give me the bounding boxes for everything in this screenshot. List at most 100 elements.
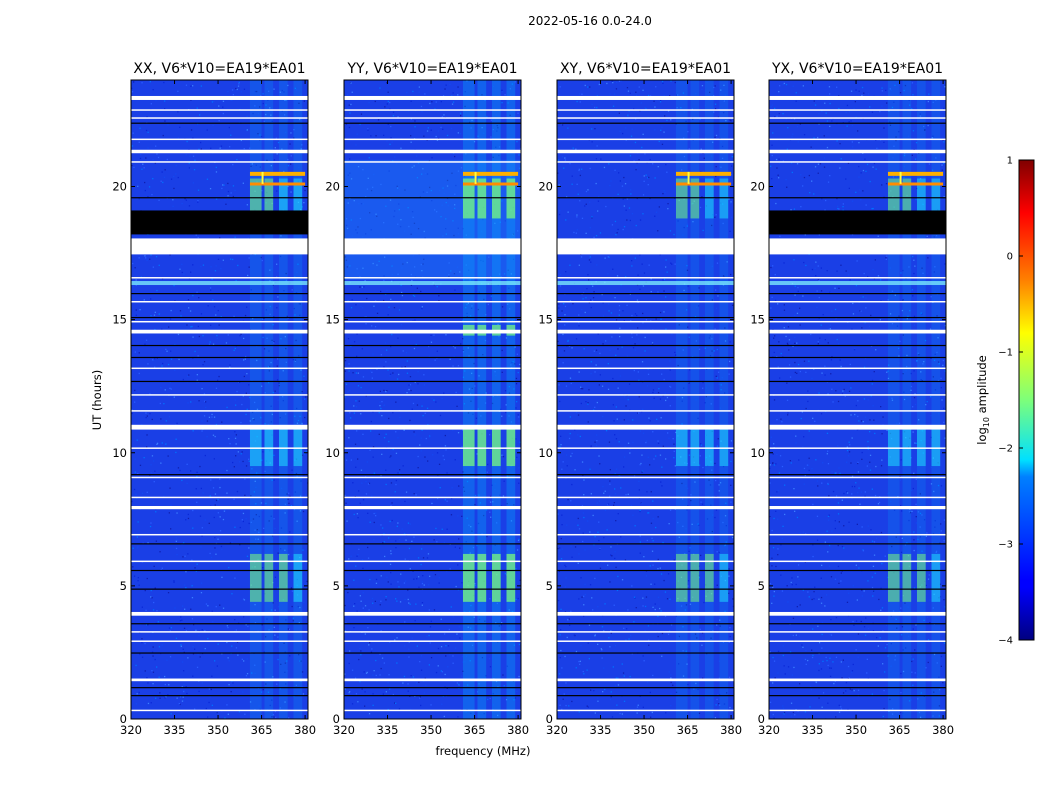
y-tick-label: 0 [120,712,127,726]
x-tick-label: 320 [333,723,355,737]
flagged-gap [769,506,946,510]
flagged-gap [344,678,521,682]
flagged-gap [131,678,308,682]
panel-title: XX, V6*V10=EA19*EA01 [133,61,305,77]
flagged-gap [557,678,734,682]
flagged-gap [344,611,521,616]
flagged-gap [131,424,308,430]
rfi-band [249,80,262,719]
rfi-band [293,80,303,719]
x-tick-label: 350 [207,723,229,737]
x-tick-label: 365 [889,723,911,737]
x-tick-label: 365 [677,723,699,737]
figure-suptitle: 2022-05-16 0.0-24.0 [528,14,652,28]
flagged-gap [769,611,946,616]
rfi-band [887,80,900,719]
flagged-gap [344,424,521,430]
flagged-black-band [131,210,308,235]
y-tick-label: 10 [112,446,127,460]
x-tick-label: 320 [758,723,780,737]
panel-frame [556,79,735,720]
flagged-gap [344,506,521,510]
x-tick-label: 380 [507,723,529,737]
flagged-gap [769,424,946,430]
rfi-band [675,80,688,719]
flagged-gap [131,329,308,334]
x-axis-label: frequency (MHz) [436,744,531,758]
flagged-gap [344,95,521,100]
y-tick-label: 5 [333,579,340,593]
panel-title: XY, V6*V10=EA19*EA01 [560,61,731,77]
rfi-band [704,80,714,719]
rfi-band [477,80,487,719]
x-tick-label: 335 [377,723,399,737]
colorbar-tick-label: −3 [998,540,1013,551]
panel-title: YY, V6*V10=EA19*EA01 [346,61,517,77]
x-tick-label: 350 [845,723,867,737]
flagged-gap [769,329,946,334]
flagged-gap [344,329,521,334]
flagged-gap [769,95,946,100]
rfi-band [278,80,288,719]
y-tick-label: 5 [120,579,127,593]
y-tick-label: 15 [750,313,765,327]
x-tick-label: 350 [420,723,442,737]
flagged-gap [344,238,521,255]
flagged-gap [557,95,734,100]
panel-title: YX, V6*V10=EA19*EA01 [771,61,943,77]
panel-frame [130,79,309,720]
colorbar-tick-label: −1 [998,348,1013,359]
x-tick-label: 350 [633,723,655,737]
y-tick-label: 15 [538,313,553,327]
x-tick-label: 380 [294,723,316,737]
colorbar-gradient [1018,159,1035,641]
flagged-black-band [769,210,946,235]
panel-frame [768,79,947,720]
y-tick-label: 5 [758,579,765,593]
rfi-band [719,80,729,719]
spectrogram-panel: YY, V6*V10=EA19*EA01 320 335 350 365 380 0 5 10 1… [325,61,529,737]
flagged-gap [557,329,734,334]
colorbar: 1 0 −1 −2 −3 −4 log10 amplitude [975,156,1035,647]
y-tick-label: 15 [112,313,127,327]
panels-group: XX, V6*V10=EA19*EA01 320 335 350 365 380 0 5 10 1… [112,61,954,737]
colorbar-label: log10 amplitude [975,355,991,445]
rfi-band [690,80,700,719]
panel-frame [343,79,522,720]
flagged-gap [131,238,308,255]
x-tick-label: 335 [590,723,612,737]
rfi-band [491,80,501,719]
x-tick-label: 365 [464,723,486,737]
colorbar-tick-label: 0 [1007,252,1013,263]
spectrogram-panel: YX, V6*V10=EA19*EA01 320 335 350 365 380 0 5 10 1… [750,61,954,737]
y-tick-label: 20 [325,180,340,194]
x-tick-label: 320 [546,723,568,737]
rfi-band [916,80,926,719]
x-tick-label: 320 [120,723,142,737]
y-tick-label: 5 [546,579,553,593]
rfi-band [462,80,475,719]
colorbar-tick-label: −4 [998,636,1013,647]
y-tick-label: 20 [112,180,127,194]
rfi-band [902,80,912,719]
flagged-gap [769,678,946,682]
flagged-gap [131,149,308,154]
x-tick-label: 335 [802,723,824,737]
flagged-gap [131,95,308,100]
y-tick-label: 15 [325,313,340,327]
rfi-band [931,80,941,719]
flagged-gap [557,611,734,616]
flagged-gap [557,424,734,430]
flagged-gap [557,238,734,255]
colorbar-tick-label: −2 [998,444,1013,455]
y-tick-label: 10 [325,446,340,460]
flagged-gap [131,611,308,616]
y-tick-label: 0 [546,712,553,726]
spectrogram-panel: XY, V6*V10=EA19*EA01 320 335 350 365 380 0 5 10 1… [538,61,742,737]
flagged-gap [557,506,734,510]
y-tick-label: 20 [750,180,765,194]
x-tick-label: 380 [932,723,954,737]
flagged-gap [131,506,308,510]
y-tick-label: 10 [750,446,765,460]
